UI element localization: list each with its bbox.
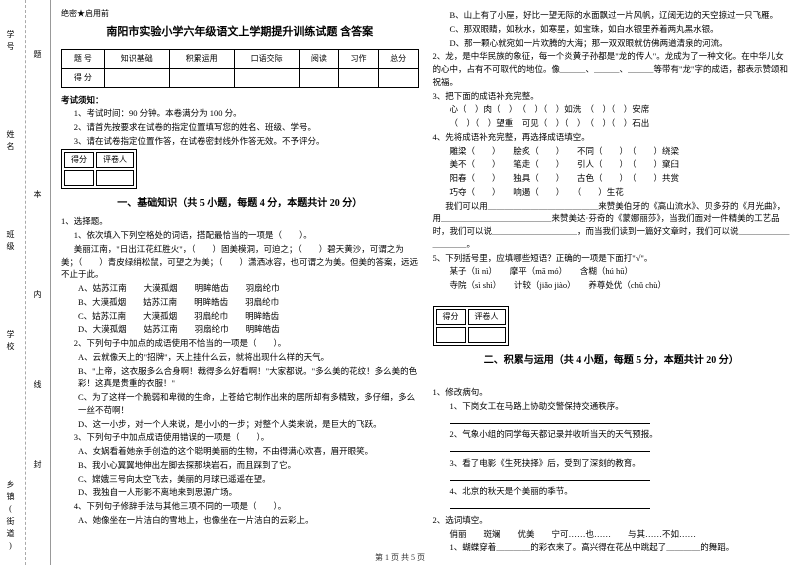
left-column: 绝密★启用前 南阳市实验小学六年级语文上学期提升训练试题 含答案 题 号 知识基…	[61, 8, 419, 565]
gutter-hint-3: 内	[32, 290, 43, 302]
answer-blank	[450, 499, 650, 509]
rater-box: 得分评卷人	[61, 149, 137, 189]
q4-line3: 阳春（ ） 独具（ ） 古色（ ） （ ）共赏	[433, 172, 791, 185]
q1a-opt-b: B、大漠孤烟 姑苏江南 明眸皓齿 羽扇纶巾	[61, 296, 419, 309]
s2-q1-3: 3、看了电影《生死抉择》后，受到了深刻的教育。	[433, 457, 791, 470]
q4-line2: 美不（ ） 笔走（ ） 引人（ ） （ ）窠臼	[433, 158, 791, 171]
q5: 5、下列括号里，应填哪些短语？正确的一项是下面打"√"。	[433, 252, 791, 265]
q1d-opt-b: B、山上有了小屋，好比一望无际的水面飘过一片风帆，辽阔无边的天空掠过一只飞雁。	[433, 9, 791, 22]
q1c-opt-d: D、我独自一人形影不离地来到思源广场。	[61, 486, 419, 499]
notice-2: 2、请首先按要求在试卷的指定位置填写您的姓名、班级、学号。	[61, 121, 419, 134]
q5-line1: 某子（lì nì） 摩平（mā mó） 含糊（hú hū）	[433, 265, 791, 278]
rater-score: 得分	[64, 152, 94, 168]
td-score: 得 分	[62, 68, 105, 87]
q1c-opt-c: C、嫦娥三号向太空飞去，美丽的月球已遥遥在望。	[61, 473, 419, 486]
right-column: B、山上有了小屋，好比一望无际的水面飘过一片风帆，辽阔无边的天空掠过一只飞雁。 …	[433, 8, 791, 565]
q1a-opt-d: D、大漠孤烟 姑苏江南 羽扇纶巾 明眸皓齿	[61, 323, 419, 336]
s2-q1-2: 2、气象小组的同学每天都记录并收听当天的天气预报。	[433, 428, 791, 441]
s2-q1-4: 4、北京的秋天是个美丽的季节。	[433, 485, 791, 498]
q1c-opt-b: B、我小心翼翼地伸出左脚去探那块岩石，而且踩到了它。	[61, 459, 419, 472]
th-5: 习作	[339, 49, 379, 68]
answer-blank	[450, 442, 650, 452]
q1: 1、选择题。	[61, 215, 419, 228]
q1c: 3、下列句子中加点成语使用错误的一项是（ ）。	[61, 431, 419, 444]
q5-line2: 寺院（sì shì） 计较（jiǎo jiào） 养尊处优（chǔ chù）	[433, 279, 791, 292]
gutter-label-id: 学号	[5, 30, 16, 54]
gutter-hint-1: 题	[32, 50, 43, 62]
gutter-hint-5: 封	[32, 460, 43, 472]
th-2: 积累运用	[169, 49, 234, 68]
answer-blank	[450, 414, 650, 424]
q1b-opt-b: B、"上帝，这衣服多么合身啊！裁得多么好看啊！"大家都说。"多么美的花纹！多么美…	[61, 365, 419, 391]
q1a-line: 美丽江南，"日出江花红胜火"，（ ）固美模洞，可迫之；（ ）碧天黄沙，可谓之为美…	[61, 243, 419, 281]
q4-line4: 巧夺（ ） 响遏（ ） （ ）生花	[433, 186, 791, 199]
section-2-title: 二、积累与运用（共 4 小题，每题 5 分，本题共计 20 分）	[433, 353, 791, 368]
q1d-opt-c: C、那双眼睛，如秋水，如寒星，如宝珠，如白水银里养着两丸黑水银。	[433, 23, 791, 36]
table-row: 得 分	[62, 68, 419, 87]
q4: 4、先将成语补充完整，再选择成语填空。	[433, 131, 791, 144]
score-table: 题 号 知识基础 积累运用 口语交际 阅读 习作 总分 得 分	[61, 49, 419, 88]
exam-title: 南阳市实验小学六年级语文上学期提升训练试题 含答案	[61, 24, 419, 41]
section-1-title: 一、基础知识（共 5 小题，每题 4 分，本题共计 20 分）	[61, 196, 419, 211]
q2: 2、龙，是中华民族的象征，每一个炎黄子孙都是"龙的传人"。龙成为了一种文化。在中…	[433, 50, 791, 88]
q1b-opt-d: D、这一小步，对一个人来说，是小小的一步；对整个人类来说，是巨大的飞跃。	[61, 418, 419, 431]
notice-1: 1、考试时间：90 分钟。本卷满分为 100 分。	[61, 107, 419, 120]
gutter-hint-2: 本	[32, 190, 43, 202]
gutter-label-town: 乡镇(街道)	[5, 480, 16, 554]
q3-line2: （ ）（ ）望重 可见（ ）（ ） （ ）（ ）石出	[433, 117, 791, 130]
page-footer: 第 1 页 共 5 页	[0, 552, 800, 563]
gutter-hint-4: 线	[32, 380, 43, 392]
q4-text: 我们可以用＿＿＿＿＿＿＿＿＿＿＿＿＿来赞美伯牙的《高山流水》、贝多芬的《月光曲》…	[433, 200, 791, 251]
confidential-note: 绝密★启用前	[61, 8, 419, 20]
q4-line1: 雕梁（ ） 脍炙（ ） 不同（ ） （ ）绕梁	[433, 145, 791, 158]
rater-person-2: 评卷人	[468, 309, 506, 325]
q1a: 1、依次填入下列空格处的词语，搭配最恰当的一项是（ ）。	[61, 229, 419, 242]
gutter-label-name: 姓名	[5, 130, 16, 154]
q1b-opt-a: A、云就像天上的"招牌"，天上挂什么云，就将出现什么样的天气。	[61, 351, 419, 364]
rater-box-2: 得分评卷人	[433, 306, 509, 346]
binding-gutter: 学号 题 姓名 本 班级 内 学校 线 封 乡镇(街道)	[0, 0, 51, 565]
th-3: 口语交际	[234, 49, 299, 68]
answer-blank	[450, 471, 650, 481]
q1c-opt-a: A、女娲看着她亲手创造的这个聪明美丽的生物，不由得满心欢喜，眉开眼笑。	[61, 445, 419, 458]
th-total: 总分	[378, 49, 418, 68]
gutter-label-class: 班级	[5, 230, 16, 254]
notice-3: 3、请在试卷指定位置作答，在试卷密封线外作答无效。不予评分。	[61, 135, 419, 148]
s2-q1: 1、修改病句。	[433, 386, 791, 399]
s2-q1-1: 1、下岗女工在马路上协助交警保持交通秩序。	[433, 400, 791, 413]
notice-heading: 考试须知：	[61, 94, 419, 107]
th-num: 题 号	[62, 49, 105, 68]
q1d-opt-a: A、她像坐在一片洁白的雪地上，也像坐在一片洁白的云彩上。	[61, 514, 419, 527]
table-row: 题 号 知识基础 积累运用 口语交际 阅读 习作 总分	[62, 49, 419, 68]
th-1: 知识基础	[104, 49, 169, 68]
rater-score-2: 得分	[436, 309, 466, 325]
q3: 3、把下面的成语补充完整。	[433, 90, 791, 103]
q1d: 4、下列句子修辞手法与其他三项不同的一项是（ ）。	[61, 500, 419, 513]
fold-line	[25, 0, 26, 565]
s2-q2-words: 俏丽 斑斓 优美 宁可……也…… 与其……不如……	[433, 528, 791, 541]
th-4: 阅读	[299, 49, 339, 68]
q1b: 2、下列句子中加点的成语使用不恰当的一项是（ ）。	[61, 337, 419, 350]
q1a-opt-a: A、姑苏江南 大漠孤烟 明眸皓齿 羽扇纶巾	[61, 282, 419, 295]
rater-person: 评卷人	[96, 152, 134, 168]
q3-line1: 心（ ）肉（ ） （ ）（ ）如洗 （ ）（ ）安席	[433, 103, 791, 116]
q1d-opt-d: D、那一颗心就宛如一片欢腾的大海；那一双双眼就仿佛两道清泉的河流。	[433, 37, 791, 50]
s2-q2: 2、选词填空。	[433, 514, 791, 527]
q1a-opt-c: C、姑苏江南 大漠孤烟 羽扇纶巾 明眸皓齿	[61, 310, 419, 323]
q1b-opt-c: C、为了这样一个脆弱和卑微的生命，上苍给它制作出来的居所却有多精致，多仔细，多么…	[61, 391, 419, 417]
gutter-label-school: 学校	[5, 330, 16, 354]
